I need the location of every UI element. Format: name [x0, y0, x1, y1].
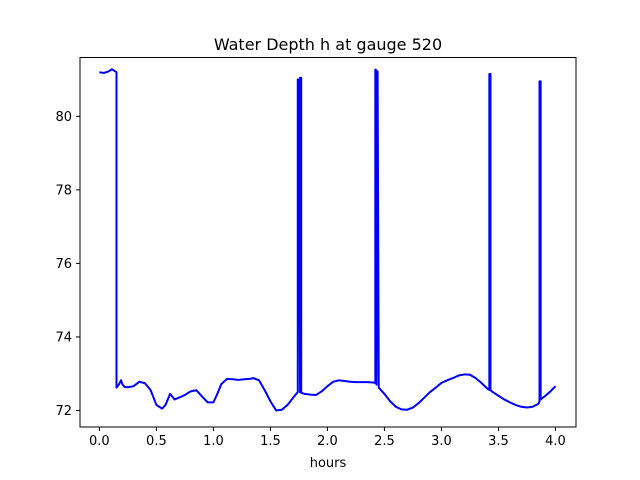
chart-title: Water Depth h at gauge 520	[214, 35, 442, 54]
x-tick-label: 0.0	[89, 434, 110, 449]
x-tick-label: 0.5	[146, 434, 167, 449]
series-line-0	[99, 68, 557, 412]
x-axis-label: hours	[310, 456, 347, 471]
x-tick-label: 4.0	[545, 434, 566, 449]
y-tick-label: 76	[55, 257, 72, 272]
x-tick-label: 1.5	[260, 434, 281, 449]
x-tick-label: 2.5	[374, 434, 395, 449]
plot-area	[99, 68, 557, 412]
x-axis: 0.0 0.5 1.0 1.5 2.0 2.5 3.0 3.5 4.0	[89, 427, 566, 449]
x-tick-label: 2.0	[317, 434, 338, 449]
x-tick-label: 3.5	[488, 434, 509, 449]
axes-frame	[79, 57, 577, 428]
y-axis: 72 74 76 78 80	[55, 110, 80, 419]
y-tick-label: 74	[55, 330, 72, 345]
y-tick-label: 78	[55, 183, 72, 198]
y-tick-label: 80	[55, 110, 72, 125]
x-tick-label: 3.0	[431, 434, 452, 449]
y-tick-label: 72	[55, 404, 72, 419]
x-tick-label: 1.0	[203, 434, 224, 449]
